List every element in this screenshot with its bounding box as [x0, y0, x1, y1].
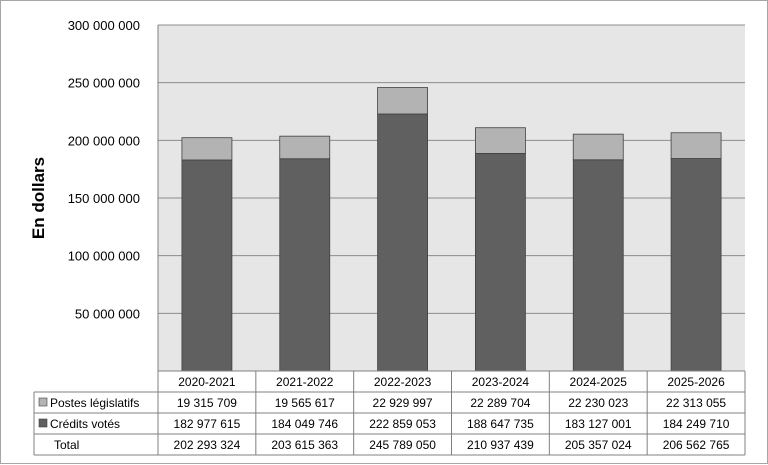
bars: [181, 87, 722, 372]
bar-postes-legislatifs: [181, 137, 233, 161]
data-label: 188 647 735: [467, 417, 534, 431]
y-tick-label: 300 000 000: [68, 18, 140, 33]
data-label: 222 859 053: [369, 417, 436, 431]
data-table: 2020-2021 2021-2022 2022-2023 2023-2024 2024…: [33, 370, 746, 456]
y-tick-label: 150 000 000: [68, 191, 140, 206]
row-label: Total: [54, 438, 79, 452]
bar-postes-legislatifs: [377, 87, 428, 115]
data-label: 203 615 363: [271, 438, 338, 452]
bar-postes-legislatifs: [670, 132, 722, 159]
data-label: 22 289 704: [470, 396, 530, 410]
bar-credits-votes: [572, 159, 624, 372]
data-label: 182 977 615: [174, 417, 241, 431]
bar-credits-votes: [181, 159, 233, 372]
bar-postes-legislatifs: [279, 135, 331, 160]
category-label: 2021-2022: [276, 375, 334, 389]
data-label: 202 293 324: [174, 438, 241, 452]
gridlines: [157, 24, 745, 371]
bar-credits-votes: [377, 113, 428, 372]
category-label: 2024-2025: [570, 375, 628, 389]
legend-swatch: [38, 418, 48, 428]
row-label: Crédits votés: [50, 417, 120, 431]
category-label: 2023-2024: [472, 375, 530, 389]
y-tick-label: 100 000 000: [68, 249, 140, 264]
category-label: 2020-2021: [178, 375, 236, 389]
bar-credits-votes: [279, 158, 331, 372]
data-label: 184 249 710: [663, 417, 730, 431]
y-tick-label: 250 000 000: [68, 76, 140, 91]
data-label: 183 127 001: [565, 417, 632, 431]
data-label: 22 313 055: [666, 396, 726, 410]
y-tick-label: 200 000 000: [68, 133, 140, 148]
data-label: 206 562 765: [663, 438, 730, 452]
data-label: 245 789 050: [369, 438, 436, 452]
data-label: 22 929 997: [373, 396, 433, 410]
legend-swatch: [38, 397, 48, 407]
y-axis-ticks: 50 000 000 100 000 000 150 000 000 200 000 …: [68, 18, 140, 321]
category-label: 2022-2023: [374, 375, 432, 389]
data-label: 22 230 023: [568, 396, 628, 410]
y-axis-label: En dollars: [29, 157, 48, 239]
bar-postes-legislatifs: [475, 127, 526, 154]
data-label: 184 049 746: [271, 417, 338, 431]
y-tick-label: 50 000 000: [75, 306, 140, 321]
data-label: 210 937 439: [467, 438, 534, 452]
bar-credits-votes: [475, 153, 526, 372]
bar-postes-legislatifs: [572, 133, 624, 161]
data-label: 19 315 709: [177, 396, 237, 410]
data-label: 19 565 617: [275, 396, 335, 410]
bar-credits-votes: [670, 158, 722, 372]
data-label: 205 357 024: [565, 438, 632, 452]
row-label: Postes législatifs: [50, 396, 139, 410]
category-label: 2025-2026: [667, 375, 725, 389]
